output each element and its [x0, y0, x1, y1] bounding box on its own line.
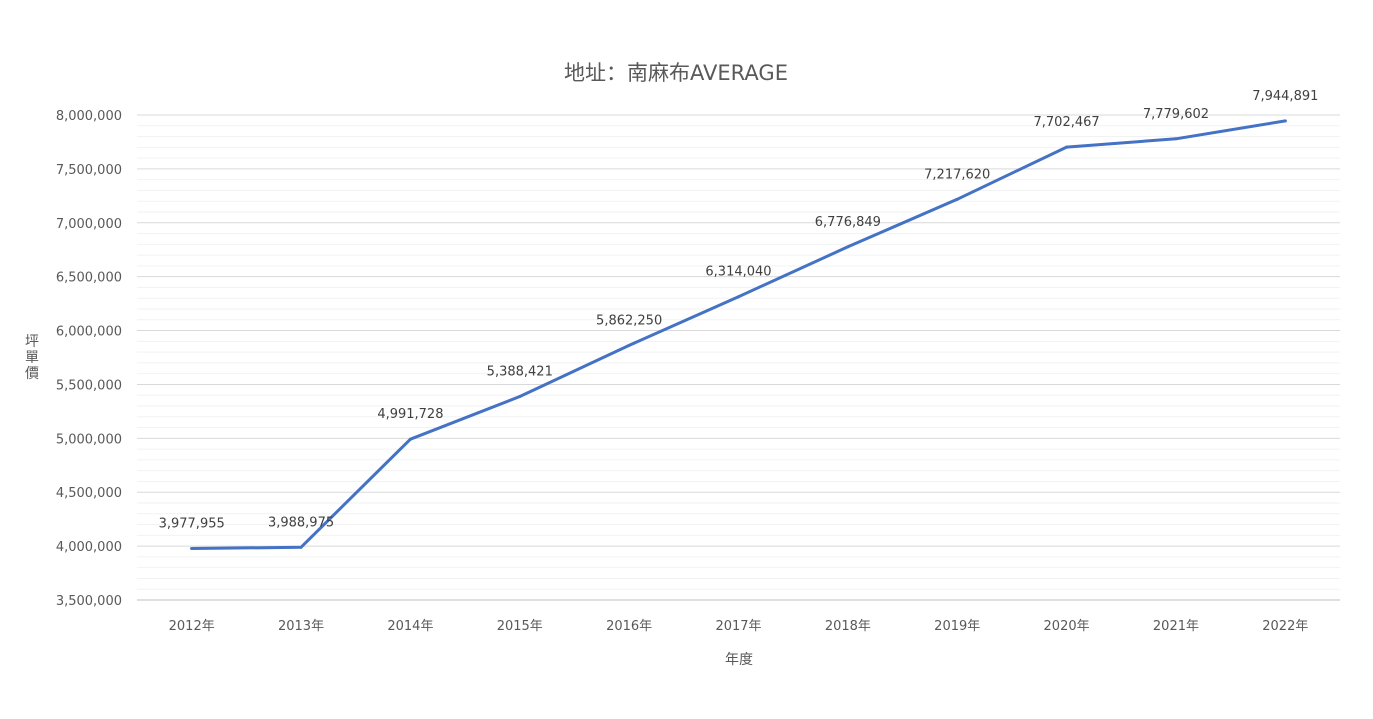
y-axis-label-char: 坪: [25, 334, 39, 350]
data-point: [846, 245, 850, 249]
data-point: [408, 437, 412, 441]
y-tick-label: 5,000,000: [56, 432, 122, 447]
x-tick-label: 2019年: [934, 619, 980, 634]
data-label: 3,977,955: [159, 516, 225, 531]
x-axis-ticks: 2012年 2013年 2014年 2015年 2016年 2017年 2018年 2019年…: [169, 619, 1309, 634]
data-label: 7,217,620: [924, 167, 990, 182]
x-tick-label: 2015年: [497, 619, 543, 634]
data-label: 4,991,728: [377, 407, 443, 422]
data-point: [955, 197, 959, 201]
minor-gridlines: [137, 125, 1340, 590]
data-point: [518, 394, 522, 398]
y-tick-label: 6,500,000: [56, 271, 122, 286]
x-tick-label: 2022年: [1262, 619, 1308, 634]
data-label: 6,776,849: [815, 215, 881, 230]
y-axis-ticks: 3,500,000 4,000,000 4,500,000 5,000,000 5,50…: [56, 109, 122, 609]
y-axis-label-char: 單: [25, 350, 39, 366]
x-tick-label: 2020年: [1044, 619, 1090, 634]
series-group: [190, 119, 1287, 550]
data-label: 7,779,602: [1143, 107, 1209, 122]
chart-title: 地址：南麻布AVERAGE: [564, 61, 788, 85]
data-point: [1283, 119, 1287, 123]
x-axis-label: 年度: [725, 652, 753, 668]
data-point: [1065, 145, 1069, 149]
data-point: [299, 545, 303, 549]
x-tick-label: 2016年: [606, 619, 652, 634]
data-point: [627, 343, 631, 347]
y-tick-label: 7,000,000: [56, 217, 122, 232]
data-label: 5,388,421: [487, 364, 553, 379]
y-tick-label: 3,500,000: [56, 594, 122, 609]
series-line: [190, 119, 1287, 550]
data-point: [1174, 137, 1178, 141]
y-axis-label-char: 價: [25, 365, 39, 382]
y-tick-label: 8,000,000: [56, 109, 122, 124]
data-labels: 3,977,955 3,988,975 4,991,728 5,388,421 5,86…: [159, 89, 1319, 532]
x-tick-label: 2018年: [825, 619, 871, 634]
y-tick-label: 4,000,000: [56, 540, 122, 555]
y-tick-label: 5,500,000: [56, 378, 122, 393]
x-tick-label: 2014年: [387, 619, 433, 634]
y-tick-label: 4,500,000: [56, 486, 122, 501]
data-label: 6,314,040: [705, 265, 771, 280]
major-gridlines: [137, 114, 1340, 601]
x-tick-label: 2012年: [169, 619, 215, 634]
data-point: [737, 295, 740, 299]
data-label: 3,988,975: [268, 515, 334, 530]
y-tick-label: 6,000,000: [56, 325, 122, 340]
x-tick-label: 2021年: [1153, 619, 1199, 634]
data-label: 5,862,250: [596, 313, 662, 328]
x-tick-label: 2013年: [278, 619, 324, 634]
y-axis-label: 坪單價: [25, 334, 39, 382]
data-label: 7,702,467: [1034, 115, 1100, 130]
y-tick-label: 7,500,000: [56, 163, 122, 178]
data-point: [190, 546, 194, 550]
data-label: 7,944,891: [1252, 89, 1318, 104]
x-tick-label: 2017年: [715, 619, 761, 634]
